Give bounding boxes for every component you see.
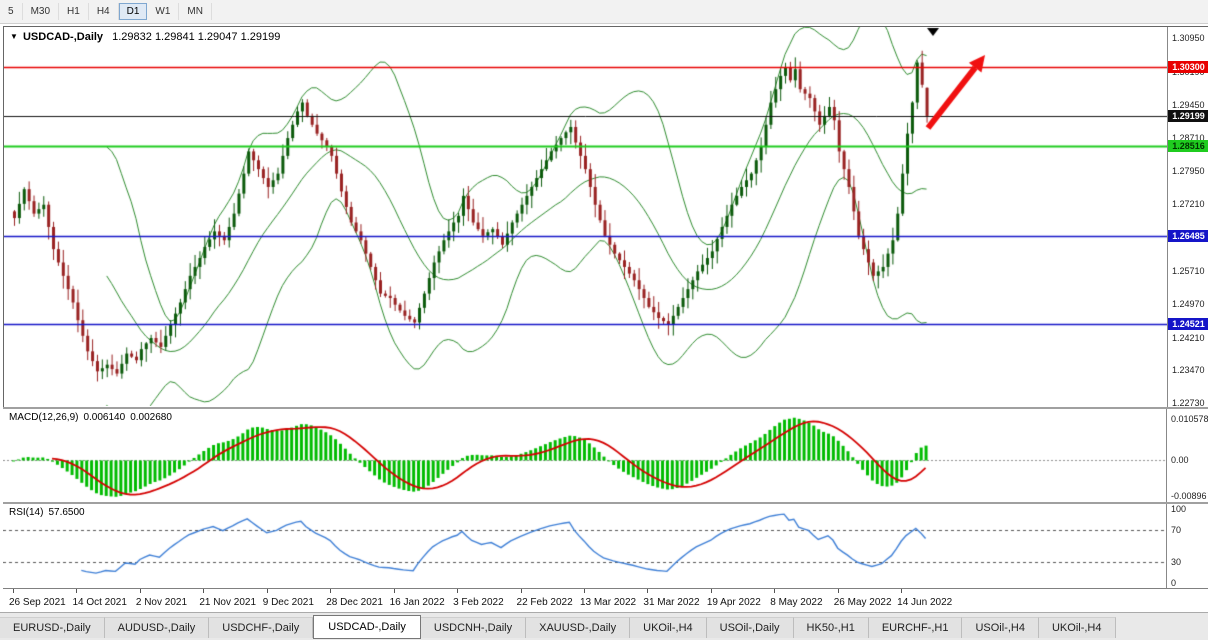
timeframe-toolbar: 5 M30 H1 H4 D1 W1 MN	[0, 0, 1208, 24]
time-label: 31 Mar 2022	[643, 597, 700, 608]
price-tick: 1.27210	[1172, 199, 1205, 210]
symbol-tab[interactable]: HK50-,H1	[793, 616, 869, 638]
price-line-badge: 1.28516	[1168, 140, 1208, 153]
price-tick: 1.24210	[1172, 332, 1205, 343]
rsi-label: RSI(14) 57.6500	[9, 507, 90, 518]
rsi-value: 57.6500	[48, 507, 85, 518]
time-label: 3 Feb 2022	[453, 597, 504, 608]
time-tick	[393, 589, 395, 593]
candlestick-chart[interactable]	[4, 27, 1167, 406]
time-label: 8 May 2022	[770, 597, 823, 608]
macd-chart[interactable]	[3, 409, 1166, 502]
time-label: 16 Jan 2022	[389, 597, 445, 608]
symbol-tab[interactable]: XAUUSD-,Daily	[526, 616, 631, 638]
time-label: 22 Feb 2022	[516, 597, 573, 608]
price-line-badge: 1.24521	[1168, 317, 1208, 330]
symbol-tab[interactable]: EURUSD-,Daily	[0, 616, 105, 638]
rsi-tick: 30	[1171, 557, 1182, 567]
symbol-tab[interactable]: UKOil-,H4	[630, 616, 707, 638]
price-line-badge: 1.30300	[1168, 60, 1208, 73]
price-tick: 1.27950	[1172, 166, 1205, 177]
rsi-tick: 0	[1171, 578, 1177, 588]
price-chart-panel: ▼ USDCAD-,Daily 1.29832 1.29841 1.29047 …	[3, 26, 1208, 408]
time-label: 14 Jun 2022	[897, 597, 953, 608]
chart-title: ▼ USDCAD-,Daily 1.29832 1.29841 1.29047 …	[10, 31, 280, 43]
price-tick: 1.24970	[1172, 298, 1205, 309]
timeframe-button-h4[interactable]: H4	[89, 3, 119, 20]
symbol-tab[interactable]: AUDUSD-,Daily	[104, 616, 210, 638]
timeframe-button-w1[interactable]: W1	[147, 3, 180, 20]
time-label: 21 Nov 2021	[199, 597, 257, 608]
price-tick: 1.30950	[1172, 33, 1205, 44]
price-line-badge: 1.29199	[1168, 109, 1208, 122]
macd-tick: 0.010578	[1171, 413, 1208, 424]
rsi-tick: 100	[1171, 504, 1187, 514]
time-axis[interactable]: 26 Sep 2021 14 Oct 2021 2 Nov 2021 21 Nov 2…	[3, 588, 1208, 613]
time-tick	[647, 589, 649, 593]
rsi-chart[interactable]	[3, 504, 1166, 588]
time-tick	[266, 589, 268, 593]
symbol-tab[interactable]: UKOil-,H4	[1038, 616, 1116, 638]
rsi-name: RSI(14)	[9, 507, 44, 518]
time-tick	[139, 589, 141, 593]
rsi-tick: 70	[1171, 525, 1182, 535]
time-label: 14 Oct 2021	[72, 597, 127, 608]
timeframe-button-m30[interactable]: M30	[23, 3, 60, 20]
macd-tick: 0.00	[1171, 455, 1189, 466]
time-tick	[774, 589, 776, 593]
macd-name: MACD(12,26,9)	[9, 412, 79, 423]
time-tick	[583, 589, 585, 593]
macd-label: MACD(12,26,9) 0.006140 0.002680	[9, 412, 177, 423]
time-label: 26 Sep 2021	[9, 597, 66, 608]
price-tick: 1.25710	[1172, 265, 1205, 276]
time-tick	[901, 589, 903, 593]
time-label: 26 May 2022	[833, 597, 892, 608]
time-tick	[330, 589, 332, 593]
price-axis[interactable]: 1.309501.301901.294501.287101.279501.272…	[1167, 27, 1208, 408]
symbol-dropdown-icon[interactable]: ▼	[10, 32, 18, 41]
macd-value-signal: 0.002680	[130, 412, 172, 423]
macd-axis[interactable]: 0.010578 0.00 -0.00896	[1166, 409, 1208, 504]
time-label: 2 Nov 2021	[135, 597, 188, 608]
chart-tabs-bar: EURUSD-,Daily AUDUSD-,Daily USDCHF-,Daily U…	[0, 612, 1208, 640]
price-tick: 1.29450	[1172, 99, 1205, 110]
timeframe-button-mn[interactable]: MN	[179, 3, 212, 20]
price-tick: 1.28710	[1172, 132, 1205, 143]
time-label: 13 Mar 2022	[579, 597, 637, 608]
symbol-tab[interactable]: USDCNH-,Daily	[420, 616, 527, 638]
time-label: 9 Dec 2021	[262, 597, 314, 608]
macd-tick: -0.00896	[1171, 490, 1207, 501]
timeframe-button-5[interactable]: 5	[0, 3, 23, 20]
timeframe-button-d1[interactable]: D1	[118, 3, 148, 20]
time-tick	[837, 589, 839, 593]
time-tick	[457, 589, 459, 593]
price-tick: 1.23470	[1172, 365, 1205, 376]
symbol-name: USDCAD-,Daily	[22, 31, 104, 43]
symbol-tab[interactable]: USOil-,H4	[962, 616, 1039, 638]
time-tick	[520, 589, 522, 593]
timeframe-button-h1[interactable]: H1	[59, 3, 89, 20]
time-label: 19 Apr 2022	[706, 597, 761, 608]
time-tick	[76, 589, 78, 593]
price-tick: 1.22730	[1172, 398, 1205, 409]
ohlc-values: 1.29832 1.29841 1.29047 1.29199	[112, 31, 281, 43]
symbol-tab[interactable]: EURCHF-,H1	[868, 616, 963, 638]
macd-panel: MACD(12,26,9) 0.006140 0.002680 0.010578 0.…	[3, 407, 1208, 504]
price-line-badge: 1.26485	[1168, 230, 1208, 243]
time-tick	[203, 589, 205, 593]
rsi-axis[interactable]: 100 70 30 0	[1166, 504, 1208, 590]
time-tick	[13, 589, 14, 593]
rsi-panel: RSI(14) 57.6500 100 70 30 0	[3, 502, 1208, 590]
symbol-tab[interactable]: USDCAD-,Daily	[313, 615, 421, 639]
macd-value-main: 0.006140	[83, 412, 126, 423]
time-label: 28 Dec 2021	[326, 597, 383, 608]
symbol-tab[interactable]: USDCHF-,Daily	[209, 616, 314, 638]
symbol-tab[interactable]: USOil-,Daily	[706, 616, 794, 638]
time-tick	[710, 589, 712, 593]
